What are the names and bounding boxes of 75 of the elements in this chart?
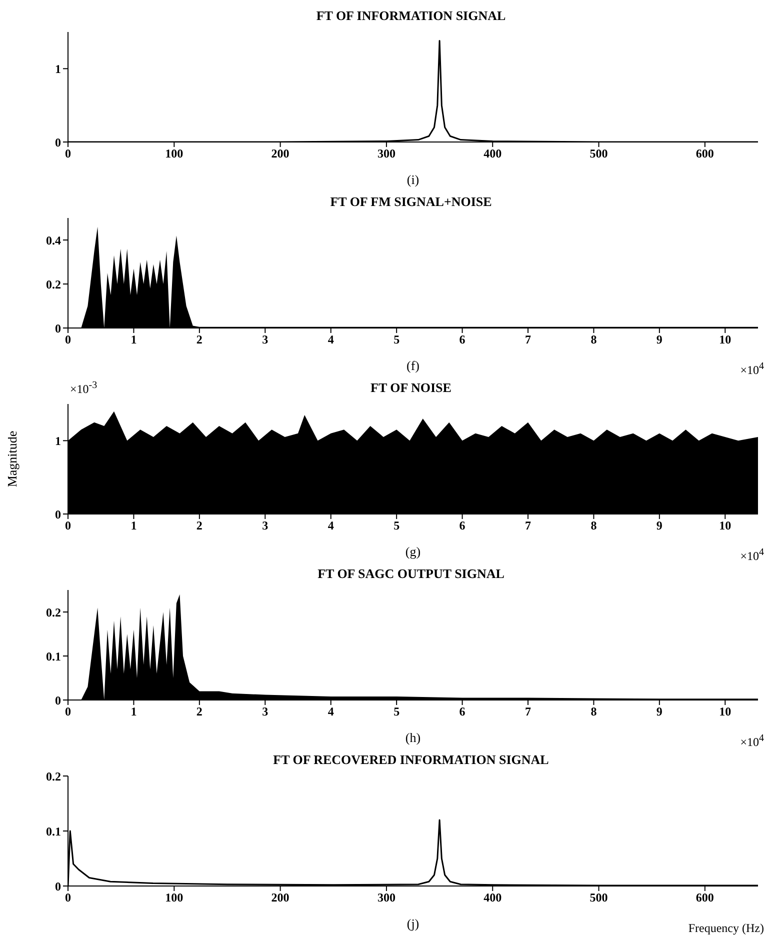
x-tick-label: 1: [130, 704, 137, 719]
chart-title: FT OF FM SIGNAL+NOISE: [329, 194, 493, 211]
x-axis-title: (g): [405, 544, 421, 559]
x-tick-label: 8: [590, 332, 597, 347]
x-tick-label: 3: [262, 704, 268, 719]
x-tick-label: 7: [525, 704, 531, 719]
y-tick-label: 0.4: [46, 233, 61, 248]
y-tick-label: 0.2: [46, 769, 61, 784]
x-tick-label: 4: [328, 332, 334, 347]
chart-title: FT OF NOISE: [370, 380, 452, 395]
x-tick-label: 10: [719, 332, 732, 347]
x-tick-label: 9: [656, 518, 662, 533]
x-tick-label: 7: [525, 518, 531, 533]
x-tick-label: 1: [130, 332, 137, 347]
chart-title: FT OF SAGC OUTPUT SIGNAL: [316, 566, 506, 583]
x-tick-label: 400: [484, 890, 502, 905]
x-tick-label: 8: [590, 704, 597, 719]
x-tick-label: 6: [459, 518, 466, 533]
x-axis-title: (j): [406, 916, 420, 931]
x-tick-label: 100: [165, 146, 184, 161]
x-tick-label: 9: [656, 704, 662, 719]
y-tick-label: 1: [55, 434, 61, 448]
x-tick-label: 300: [377, 146, 396, 161]
x-tick-label: 400: [484, 146, 502, 161]
x-tick-label: 600: [696, 146, 714, 161]
x-tick-label: 4: [328, 704, 334, 719]
y-tick-label: 0: [55, 321, 61, 336]
text: ×10$^{4}$: [740, 733, 764, 750]
y-tick-label: 0.2: [46, 605, 61, 620]
x-tick-label: 2: [196, 332, 202, 347]
y-tick-label: 0.1: [46, 649, 61, 664]
text: ×10$^{-3}$: [70, 380, 98, 397]
x-tick-label: 0: [65, 518, 71, 533]
x-tick-label: 2: [196, 704, 202, 719]
x-tick-label: 500: [590, 146, 608, 161]
x-tick-label: 10: [719, 704, 732, 719]
x-tick-label: 4: [328, 518, 334, 533]
chart-title: FT OF RECOVERED INFORMATION SIGNAL: [272, 752, 550, 769]
x-tick-label: 5: [394, 518, 400, 533]
x-tick-label: 300: [377, 890, 396, 905]
x-tick-label: 200: [271, 890, 290, 905]
text: ×10$^{4}$: [740, 547, 764, 564]
x-tick-label: 0: [65, 146, 71, 161]
x-tick-label: 3: [262, 332, 268, 347]
y-tick-label: 0: [55, 879, 61, 894]
x-axis-title: (i): [406, 172, 420, 187]
x-tick-label: 10: [719, 518, 732, 533]
text: ×10$^{4}$: [740, 361, 764, 378]
y-tick-label: 0: [55, 507, 61, 522]
x-tick-label: 9: [656, 332, 662, 347]
x-tick-label: 3: [262, 518, 268, 533]
chart-title: FT OF INFORMATION SIGNAL: [315, 8, 507, 25]
x-tick-label: 600: [696, 890, 714, 905]
x-tick-label: 500: [590, 890, 608, 905]
x-tick-label: 1: [130, 518, 137, 533]
text: Frequency (Hz): [688, 921, 764, 936]
x-tick-label: 6: [459, 704, 466, 719]
x-axis-title: (f): [406, 358, 420, 373]
x-tick-label: 5: [394, 332, 400, 347]
x-tick-label: 200: [271, 146, 290, 161]
y-tick-label: 0: [55, 135, 61, 150]
x-axis-title: (h): [405, 730, 421, 745]
x-tick-label: 8: [590, 518, 597, 533]
x-tick-label: 0: [65, 704, 71, 719]
y-tick-label: 0.2: [46, 277, 61, 292]
y-tick-label: 1: [55, 62, 61, 76]
x-tick-label: 5: [394, 704, 400, 719]
x-tick-label: 0: [65, 332, 71, 347]
x-tick-label: 7: [525, 332, 531, 347]
x-tick-label: 0: [65, 890, 71, 905]
x-tick-label: 6: [459, 332, 466, 347]
y-tick-label: 0.1: [46, 824, 61, 838]
x-tick-label: 100: [165, 890, 184, 905]
x-tick-label: 2: [196, 518, 202, 533]
y-tick-label: 0: [55, 693, 61, 708]
